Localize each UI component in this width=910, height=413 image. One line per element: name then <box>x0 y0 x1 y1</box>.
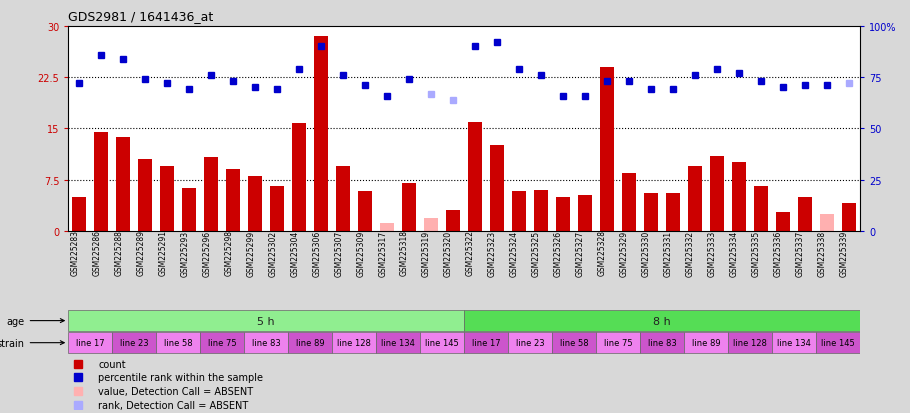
Text: count: count <box>98 359 126 369</box>
Text: 8 h: 8 h <box>653 316 671 326</box>
Bar <box>666 194 680 231</box>
Bar <box>600 68 614 231</box>
Bar <box>424 219 439 231</box>
Bar <box>292 123 307 231</box>
Bar <box>644 194 658 231</box>
Bar <box>464 332 508 354</box>
Bar <box>358 192 372 231</box>
Bar <box>512 192 526 231</box>
Bar <box>772 332 816 354</box>
Bar <box>490 146 504 231</box>
Bar <box>402 183 416 231</box>
Bar <box>68 310 464 331</box>
Bar <box>578 196 592 231</box>
Bar <box>68 332 112 354</box>
Bar <box>640 332 684 354</box>
Text: line 128: line 128 <box>338 338 371 347</box>
Text: line 89: line 89 <box>296 338 325 347</box>
Bar <box>288 332 332 354</box>
Text: line 23: line 23 <box>120 338 148 347</box>
Text: line 17: line 17 <box>471 338 500 347</box>
Text: line 58: line 58 <box>560 338 589 347</box>
Text: GDS2981 / 1641436_at: GDS2981 / 1641436_at <box>68 10 214 23</box>
Bar <box>314 37 329 231</box>
Bar <box>204 158 218 231</box>
Bar <box>116 137 130 231</box>
Bar <box>820 214 834 231</box>
Text: rank, Detection Call = ABSENT: rank, Detection Call = ABSENT <box>98 400 248 410</box>
Text: value, Detection Call = ABSENT: value, Detection Call = ABSENT <box>98 386 254 396</box>
Bar <box>336 166 350 231</box>
Bar <box>72 197 86 231</box>
Text: line 128: line 128 <box>733 338 767 347</box>
Bar <box>728 332 772 354</box>
Text: line 83: line 83 <box>648 338 676 347</box>
Bar <box>464 310 860 331</box>
Text: line 23: line 23 <box>516 338 544 347</box>
Text: percentile rank within the sample: percentile rank within the sample <box>98 373 263 382</box>
Bar <box>138 160 152 231</box>
Bar <box>420 332 464 354</box>
Bar <box>710 156 724 231</box>
Bar <box>200 332 244 354</box>
Bar <box>842 204 856 231</box>
Bar <box>622 173 636 231</box>
Bar <box>552 332 596 354</box>
Text: line 134: line 134 <box>777 338 811 347</box>
Text: line 75: line 75 <box>603 338 632 347</box>
Bar <box>94 133 108 231</box>
Text: line 145: line 145 <box>425 338 459 347</box>
Text: line 17: line 17 <box>76 338 105 347</box>
Bar <box>776 212 790 231</box>
Bar <box>376 332 420 354</box>
Bar <box>556 197 571 231</box>
Bar <box>798 197 812 231</box>
Bar <box>112 332 157 354</box>
Bar <box>182 188 197 231</box>
Bar <box>446 211 460 231</box>
Bar <box>226 170 240 231</box>
Text: strain: strain <box>0 338 65 348</box>
Bar <box>332 332 376 354</box>
Text: line 75: line 75 <box>207 338 237 347</box>
Bar <box>468 122 482 231</box>
Bar <box>534 190 548 231</box>
Bar <box>244 332 288 354</box>
Text: age: age <box>6 316 65 326</box>
Bar <box>732 163 746 231</box>
Bar <box>157 332 200 354</box>
Text: line 89: line 89 <box>692 338 721 347</box>
Bar <box>380 223 394 231</box>
Bar <box>248 177 262 231</box>
Bar <box>270 187 284 231</box>
Text: line 83: line 83 <box>252 338 280 347</box>
Bar <box>160 166 175 231</box>
Bar <box>684 332 728 354</box>
Bar <box>508 332 552 354</box>
Text: line 145: line 145 <box>821 338 854 347</box>
Bar <box>596 332 640 354</box>
Text: line 134: line 134 <box>381 338 415 347</box>
Bar <box>688 166 703 231</box>
Text: 5 h: 5 h <box>258 316 275 326</box>
Text: line 58: line 58 <box>164 338 193 347</box>
Bar <box>753 187 768 231</box>
Bar <box>816 332 860 354</box>
